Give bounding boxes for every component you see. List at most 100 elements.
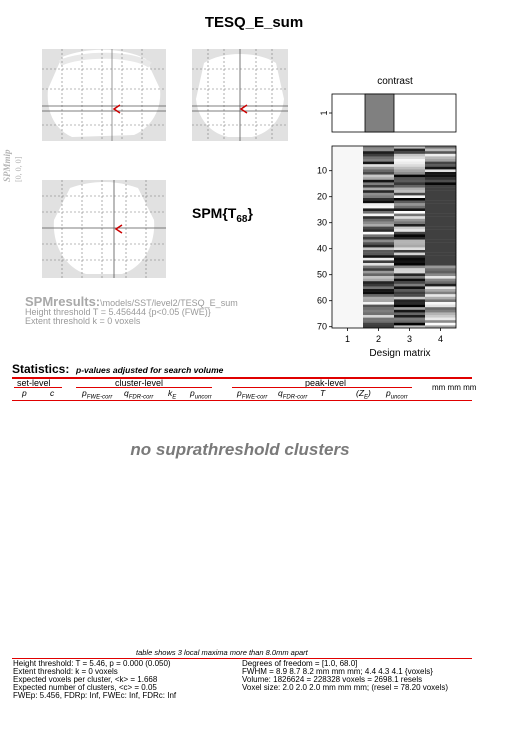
design-cell xyxy=(332,179,364,183)
design-cell xyxy=(394,286,426,290)
design-cell xyxy=(332,213,364,217)
design-cell xyxy=(363,278,395,282)
design-cell xyxy=(394,231,426,235)
design-cell xyxy=(332,166,364,170)
set-level-header: set-level xyxy=(17,378,51,388)
design-xtick-label: 4 xyxy=(438,334,443,344)
design-cell xyxy=(394,265,426,269)
design-ytick-label: 50 xyxy=(317,270,327,280)
design-cell xyxy=(425,268,457,271)
design-cell xyxy=(332,247,364,251)
design-cell xyxy=(332,156,364,160)
design-cell xyxy=(425,208,457,212)
design-cell xyxy=(394,226,426,230)
design-cell xyxy=(363,224,395,227)
design-cell xyxy=(332,229,364,232)
design-cell xyxy=(363,309,395,313)
design-cell xyxy=(332,153,364,157)
design-cell xyxy=(394,250,426,253)
footer-left-5: FWEp: 5.456, FDRp: Inf, FWEc: Inf, FDRc:… xyxy=(13,691,177,700)
design-cell xyxy=(363,283,395,287)
design-ytick-label: 20 xyxy=(317,192,327,202)
design-cell xyxy=(332,242,364,245)
mip-axial-view[interactable] xyxy=(42,180,166,278)
design-cell xyxy=(394,169,426,173)
design-cell xyxy=(425,242,457,245)
design-cell xyxy=(394,198,426,201)
design-cell xyxy=(363,250,395,253)
design-cell xyxy=(425,161,457,165)
statistics-title: Statistics: xyxy=(12,362,70,376)
design-cell xyxy=(363,229,395,232)
design-cell xyxy=(394,296,426,300)
design-cell xyxy=(363,286,395,290)
design-cell xyxy=(425,172,457,175)
design-cell xyxy=(332,317,364,321)
design-cell xyxy=(363,200,395,204)
design-cell xyxy=(425,164,457,167)
mip-coronal-view[interactable] xyxy=(192,49,288,141)
design-cell xyxy=(363,317,395,321)
design-cell xyxy=(332,296,364,300)
design-cell xyxy=(394,164,426,167)
design-cell xyxy=(394,153,426,157)
design-cell xyxy=(394,221,426,225)
design-cell xyxy=(425,156,457,160)
design-cell xyxy=(363,166,395,170)
design-cell xyxy=(425,224,457,227)
design-cell xyxy=(332,161,364,165)
design-cell xyxy=(332,322,364,326)
design-cell xyxy=(425,205,457,209)
design-cell xyxy=(363,192,395,196)
results-extent-threshold: Extent threshold k = 0 voxels xyxy=(25,316,141,326)
design-cell xyxy=(332,257,364,261)
design-cell xyxy=(363,257,395,261)
mip-sagittal-view[interactable] xyxy=(42,49,166,141)
design-cell xyxy=(332,278,364,282)
design-cell xyxy=(363,247,395,251)
design-cell xyxy=(363,234,395,238)
design-cell xyxy=(425,265,457,269)
design-cell xyxy=(425,159,457,162)
contrast-plot[interactable]: 1 xyxy=(310,90,460,136)
mip-label: SPMmip [0, 0, 0] xyxy=(2,140,23,190)
design-cell xyxy=(394,242,426,245)
design-cell xyxy=(394,278,426,282)
design-cell xyxy=(425,218,457,222)
design-cell xyxy=(332,260,364,264)
design-cell xyxy=(394,252,426,256)
design-cell xyxy=(425,317,457,321)
footer-left-1: Height threshold: T = 5.46, p = 0.000 (0… xyxy=(13,659,171,668)
design-cell xyxy=(332,151,364,154)
design-cell xyxy=(394,195,426,199)
design-cell xyxy=(394,257,426,261)
design-cell xyxy=(332,177,364,180)
design-cell xyxy=(425,185,457,188)
design-cell xyxy=(394,172,426,175)
design-cell xyxy=(425,182,457,186)
design-cell xyxy=(425,278,457,282)
design-cell xyxy=(332,250,364,253)
cluster-level-header: cluster-level xyxy=(115,378,164,388)
design-matrix-plot[interactable]: 10 20 30 40 50 60 70 1 2 3 4 xyxy=(310,140,470,346)
design-cell xyxy=(394,213,426,217)
results-height-threshold: Height threshold T = 5.456444 {p<0.05 (F… xyxy=(25,307,211,317)
design-cell xyxy=(332,159,364,162)
peak-level-header: peak-level xyxy=(305,378,347,388)
design-cell xyxy=(332,218,364,222)
col-pk-t: T xyxy=(320,388,326,398)
design-cell xyxy=(425,195,457,199)
design-cell xyxy=(332,192,364,196)
design-cell xyxy=(332,286,364,290)
design-cell xyxy=(363,208,395,212)
design-cell xyxy=(332,268,364,271)
design-cell xyxy=(363,322,395,326)
design-cell xyxy=(332,255,364,258)
col-pk-pfwe: pFWE-corr xyxy=(237,388,268,401)
design-cell xyxy=(332,234,364,238)
design-cell xyxy=(425,226,457,230)
design-cell xyxy=(332,208,364,212)
design-cell xyxy=(394,216,426,219)
design-cell xyxy=(425,200,457,204)
footer-right-3: Volume: 1826624 = 228328 voxels = 2698.1… xyxy=(242,675,423,684)
